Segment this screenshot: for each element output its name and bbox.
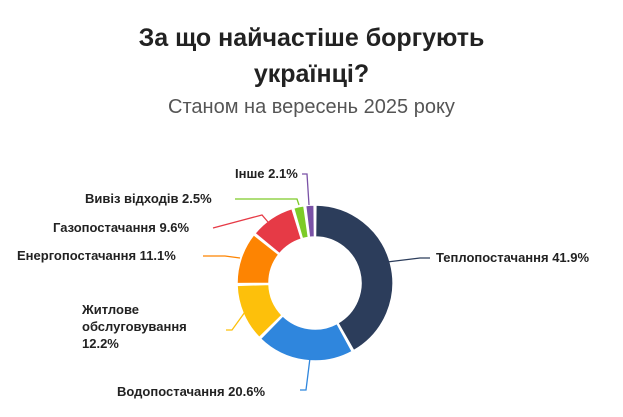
data-label-2: Житлове — [81, 302, 139, 317]
leader-line-1 — [300, 357, 311, 391]
data-label-4: Газопостачання 9.6% — [53, 220, 190, 235]
data-label-2: 12.2% — [82, 336, 119, 351]
slice-6 — [304, 204, 316, 239]
slice-0 — [314, 204, 394, 352]
data-label-3: Енергопостачання 11.1% — [17, 248, 176, 263]
chart-title-line-2: українці? — [253, 60, 370, 88]
slice-2 — [236, 283, 283, 339]
leader-line-0 — [386, 257, 430, 263]
chart-subtitle: Станом на вересень 2025 року — [168, 96, 455, 118]
data-label-5: Вивіз відходів 2.5% — [85, 191, 212, 206]
data-label-6: Інше 2.1% — [235, 166, 298, 181]
data-label-1: Водопостачання 20.6% — [117, 384, 265, 399]
chart-title-line-1: За що найчастіше боргують — [138, 24, 485, 52]
slice-1 — [259, 315, 354, 362]
slice-4 — [254, 207, 303, 255]
slice-3 — [236, 233, 280, 285]
leader-line-6 — [302, 173, 310, 206]
leader-line-3 — [203, 255, 241, 259]
leader-line-4 — [212, 214, 269, 229]
slice-5 — [292, 205, 310, 240]
data-label-2: обслуговування — [82, 319, 187, 334]
data-label-0: Теплопостачання 41.9% — [436, 250, 590, 265]
leader-line-2 — [226, 311, 246, 331]
leader-line-5 — [235, 198, 300, 206]
